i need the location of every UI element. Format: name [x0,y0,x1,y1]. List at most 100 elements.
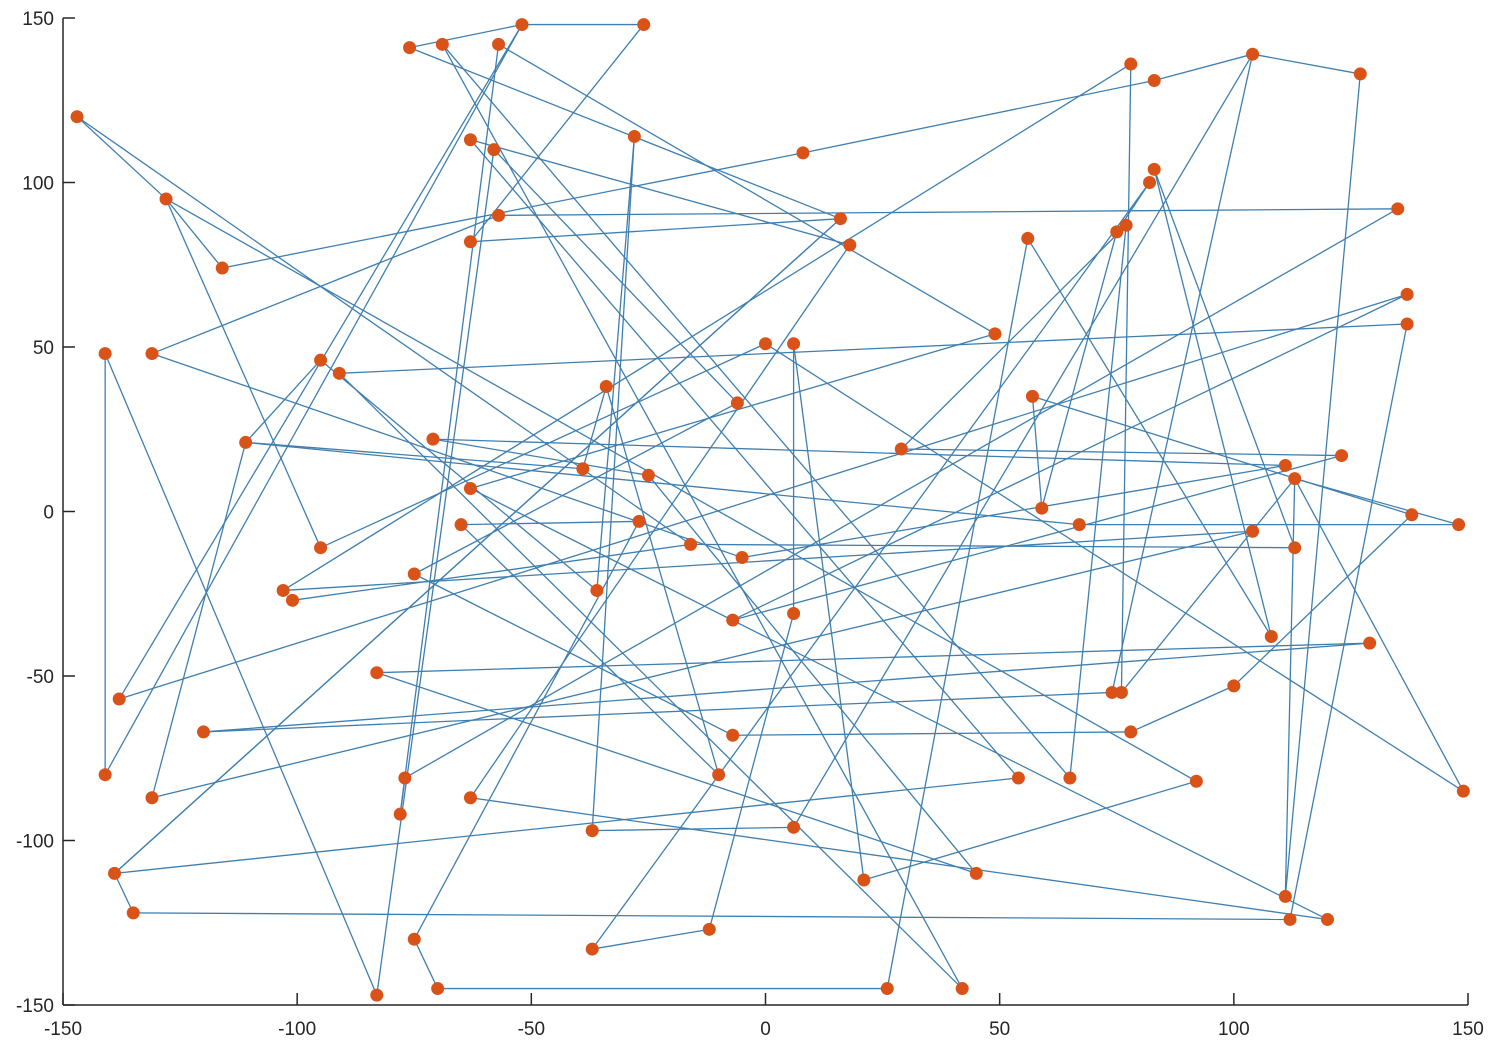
node-marker [112,692,126,706]
path-segment [461,520,640,526]
node-marker [735,551,749,565]
node-marker [1278,458,1292,472]
node-marker [370,666,384,680]
node-marker [492,37,506,51]
path-segment [1032,395,1412,516]
path-segment [432,438,1286,467]
node-marker [403,41,417,55]
path-segment [376,642,1370,674]
node-marker [1011,771,1025,785]
node-marker [632,514,646,528]
path-segment [1289,323,1408,920]
path-segment [113,873,134,914]
path-segment [165,198,1197,782]
path-segment [732,293,1408,621]
path-segment [460,524,720,776]
node-marker [454,518,468,532]
node-marker [1353,67,1367,81]
node-marker [955,982,969,996]
node-marker [126,906,140,920]
node-marker [988,327,1002,341]
y-tick-label: 50 [33,338,54,359]
path-segment [320,343,766,549]
path-segment [863,780,1197,881]
path-segment [1294,477,1459,526]
node-marker [1321,912,1334,926]
node-marker [1227,679,1241,693]
series-lines [76,23,1464,996]
path-segment [582,386,607,469]
node-marker [1363,636,1377,650]
path-segment [741,464,1286,559]
node-marker [332,366,346,380]
path-segment [592,928,710,950]
path-segment [498,208,1398,217]
path-segment [165,198,223,269]
path-segment [493,149,738,404]
path-segment [886,238,1029,989]
node-marker [1283,912,1297,926]
node-marker [726,613,740,627]
node-marker [787,820,801,834]
y-tick-label: 0 [43,503,54,524]
path-segment [320,359,598,591]
path-segment [1031,396,1043,509]
node-marker [590,583,604,597]
node-marker [684,537,698,551]
path-segment [1041,231,1118,509]
node-marker [712,768,726,782]
node-marker [370,988,384,1002]
path-segment [498,43,996,335]
node-marker [393,807,407,821]
path-segment [1284,73,1361,897]
x-ticks: -150 -100 -50 0 50 100 150 [44,993,1484,1040]
y-tick-label: -50 [27,667,54,688]
node-marker [407,567,421,581]
node-marker [637,18,651,32]
path-segment [1027,238,1272,637]
node-marker [108,866,122,880]
node-marker [1405,508,1419,522]
node-marker [398,771,412,785]
path-segment [376,149,495,996]
path-segment [283,530,1253,592]
node-marker [215,261,229,275]
node-marker [585,942,599,956]
node-marker [833,212,847,226]
node-marker [463,133,477,147]
path-segment [338,372,963,990]
node-marker [796,146,810,160]
y-tick-label: -150 [16,996,54,1017]
path-segment [470,139,850,246]
node-marker [726,728,740,742]
path-segment [76,116,691,545]
path-segment [1154,53,1253,82]
x-tick-label: 150 [1452,1019,1484,1040]
path-segment [469,24,645,243]
path-segment [203,642,1370,733]
path-segment [1252,53,1361,75]
path-segment [76,116,167,200]
path-segment [732,454,1342,621]
node-marker [239,435,253,449]
path-segment [413,573,734,736]
node-marker [843,238,857,252]
node-marker [1278,889,1292,903]
node-marker [145,791,159,805]
path-segment [793,53,1254,828]
path-segment [708,613,795,930]
path-segment [114,218,841,874]
node-marker [1456,784,1470,798]
node-marker [1124,57,1138,71]
node-marker [314,353,328,367]
node-marker [407,932,421,946]
node-marker [98,768,112,782]
path-segment [732,731,1131,736]
path-segment [404,208,1399,779]
node-marker [1452,518,1466,532]
y-tick-label: 100 [22,174,54,195]
path-segment [245,441,583,470]
node-marker [1035,501,1049,515]
path-segment [165,198,322,548]
